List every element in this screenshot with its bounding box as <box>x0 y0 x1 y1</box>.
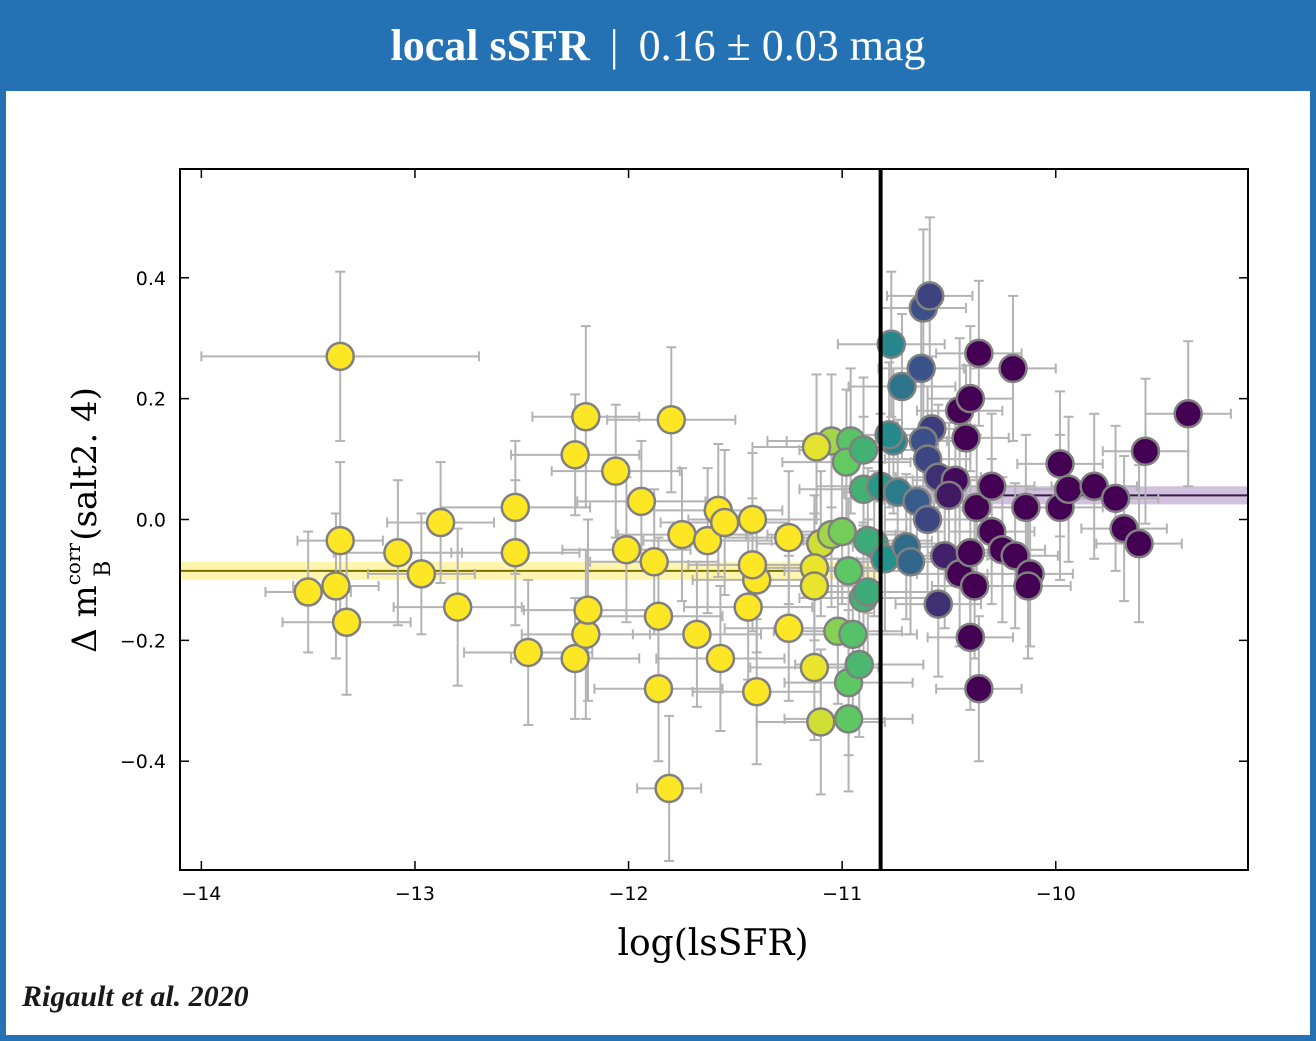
title-bold: local sSFR <box>390 21 590 70</box>
title-banner: local sSFR | 0.16 ± 0.03 mag <box>0 0 1316 91</box>
y-label-prefix: Δ m <box>65 585 105 653</box>
data-point <box>513 637 543 668</box>
data-point <box>955 383 986 414</box>
data-point <box>709 507 740 538</box>
x-tick-label: −11 <box>822 883 862 905</box>
data-point <box>801 432 832 462</box>
data-point <box>705 643 736 674</box>
data-point <box>500 492 531 523</box>
y-label-sup: corr <box>61 543 85 586</box>
data-point <box>827 516 857 547</box>
data-point <box>1053 474 1084 505</box>
data-point <box>560 440 590 470</box>
data-point <box>741 676 772 707</box>
data-point <box>806 707 836 737</box>
data-point <box>964 673 994 704</box>
data-point <box>1013 571 1043 601</box>
data-point <box>571 402 601 432</box>
data-point <box>976 471 1007 502</box>
data-point <box>959 571 990 601</box>
data-point <box>1011 492 1041 523</box>
data-point <box>914 281 945 311</box>
data-point <box>1045 449 1075 479</box>
data-point <box>906 353 936 384</box>
data-point <box>425 507 456 538</box>
data-point <box>692 525 723 556</box>
data-point <box>799 652 830 683</box>
data-point <box>912 504 943 535</box>
data-point <box>406 559 437 589</box>
data-point <box>853 577 883 607</box>
data-point <box>1100 483 1131 514</box>
data-point <box>325 341 355 372</box>
data-point <box>733 592 763 622</box>
x-tick-label: −12 <box>609 883 649 905</box>
data-point <box>998 353 1028 384</box>
x-axis-label: log(lsSFR) <box>617 923 808 964</box>
data-point <box>799 571 830 601</box>
data-point <box>573 595 603 625</box>
data-point <box>571 619 601 650</box>
data-point <box>848 435 879 465</box>
data-point <box>951 423 981 453</box>
data-point <box>774 613 804 644</box>
data-point <box>876 329 907 359</box>
x-tick-label: −10 <box>1036 883 1076 905</box>
data-point <box>626 486 657 517</box>
y-tick-label: −0.2 <box>120 630 166 652</box>
data-point <box>1124 528 1154 559</box>
data-point <box>895 547 926 577</box>
data-point <box>639 547 669 577</box>
y-label-sub: B <box>91 561 116 577</box>
data-point <box>600 456 631 486</box>
data-point <box>293 577 323 607</box>
data-point <box>560 643 590 674</box>
data-point <box>321 571 351 601</box>
data-point <box>737 504 768 535</box>
title-separator: | <box>609 21 619 70</box>
data-point <box>1130 436 1161 466</box>
data-point <box>654 773 684 804</box>
x-tick-label: −14 <box>181 883 221 905</box>
data-point <box>774 522 804 553</box>
data-point <box>331 607 362 637</box>
citation: Rigault et al. 2020 <box>22 980 249 1013</box>
data-point <box>643 601 674 631</box>
y-tick-label: 0.2 <box>136 389 166 411</box>
x-tick-label: −13 <box>395 883 435 905</box>
data-point <box>1173 398 1203 429</box>
data-markers <box>293 281 1203 804</box>
data-point <box>682 619 712 650</box>
y-tick-label: 0.0 <box>136 510 166 532</box>
y-tick-label: −0.4 <box>120 751 166 773</box>
data-point <box>667 519 697 550</box>
data-point <box>737 550 768 580</box>
data-point <box>833 556 864 586</box>
data-point <box>961 492 992 523</box>
data-point <box>964 338 994 369</box>
y-label-suffix: (salt2. 4) <box>65 387 105 541</box>
data-point <box>500 537 531 568</box>
data-point <box>955 537 986 568</box>
data-point <box>833 704 864 734</box>
data-point <box>934 480 964 511</box>
data-point <box>923 589 954 619</box>
data-point <box>383 537 413 568</box>
data-point <box>955 622 986 653</box>
axis-ticks: −14 −13 −12 −11 −10 0.4 0.2 0.0 −0.2 −0.4 <box>120 169 1248 905</box>
data-point <box>442 592 473 622</box>
data-point <box>611 534 642 565</box>
data-point <box>838 619 868 650</box>
data-point <box>325 525 355 556</box>
y-tick-label: 0.4 <box>136 268 166 290</box>
y-axis-label: Δ mcorr B (salt2. 4) <box>61 387 116 653</box>
data-point <box>887 371 917 402</box>
data-point <box>844 649 874 680</box>
data-point <box>656 405 687 435</box>
data-point <box>643 673 674 704</box>
title-value: 0.16 ± 0.03 mag <box>638 21 926 70</box>
